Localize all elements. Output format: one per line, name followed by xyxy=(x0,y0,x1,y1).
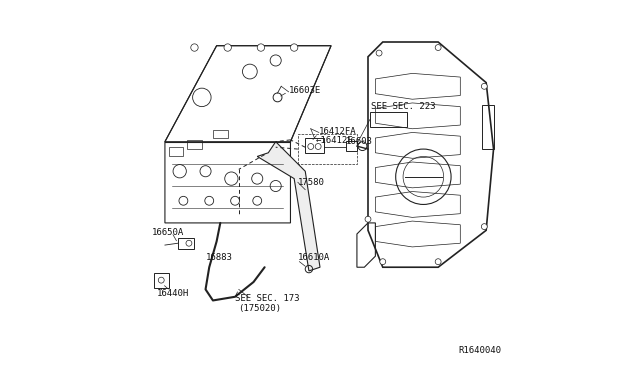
Bar xyxy=(168,147,184,157)
Text: 16412FA: 16412FA xyxy=(319,127,356,136)
Bar xyxy=(154,273,168,288)
Circle shape xyxy=(257,44,264,51)
Circle shape xyxy=(380,259,386,264)
Text: SEE SEC. 223: SEE SEC. 223 xyxy=(371,102,435,111)
Bar xyxy=(346,141,357,151)
Circle shape xyxy=(376,50,382,56)
Polygon shape xyxy=(257,142,320,271)
Bar xyxy=(178,238,195,249)
Circle shape xyxy=(435,259,441,264)
Bar xyxy=(213,130,228,138)
Text: (175020): (175020) xyxy=(238,304,281,313)
Text: 16603: 16603 xyxy=(346,137,372,146)
Text: 16440H: 16440H xyxy=(157,289,189,298)
Text: 16603E: 16603E xyxy=(289,86,321,94)
Text: 16650A: 16650A xyxy=(152,228,184,237)
Circle shape xyxy=(365,216,371,222)
Bar xyxy=(187,140,202,149)
Text: ←16412F: ←16412F xyxy=(316,136,353,145)
Circle shape xyxy=(224,44,232,51)
Bar xyxy=(370,112,407,127)
Circle shape xyxy=(191,44,198,51)
Bar xyxy=(305,138,324,153)
Text: 16883: 16883 xyxy=(205,253,232,263)
Text: R1640040: R1640040 xyxy=(458,346,502,355)
Text: 16610A: 16610A xyxy=(298,253,330,263)
Circle shape xyxy=(481,224,487,230)
Circle shape xyxy=(481,83,487,89)
Circle shape xyxy=(435,45,441,51)
Text: 17580: 17580 xyxy=(298,178,324,187)
Circle shape xyxy=(291,44,298,51)
Text: SEE SEC. 173: SEE SEC. 173 xyxy=(235,294,300,303)
